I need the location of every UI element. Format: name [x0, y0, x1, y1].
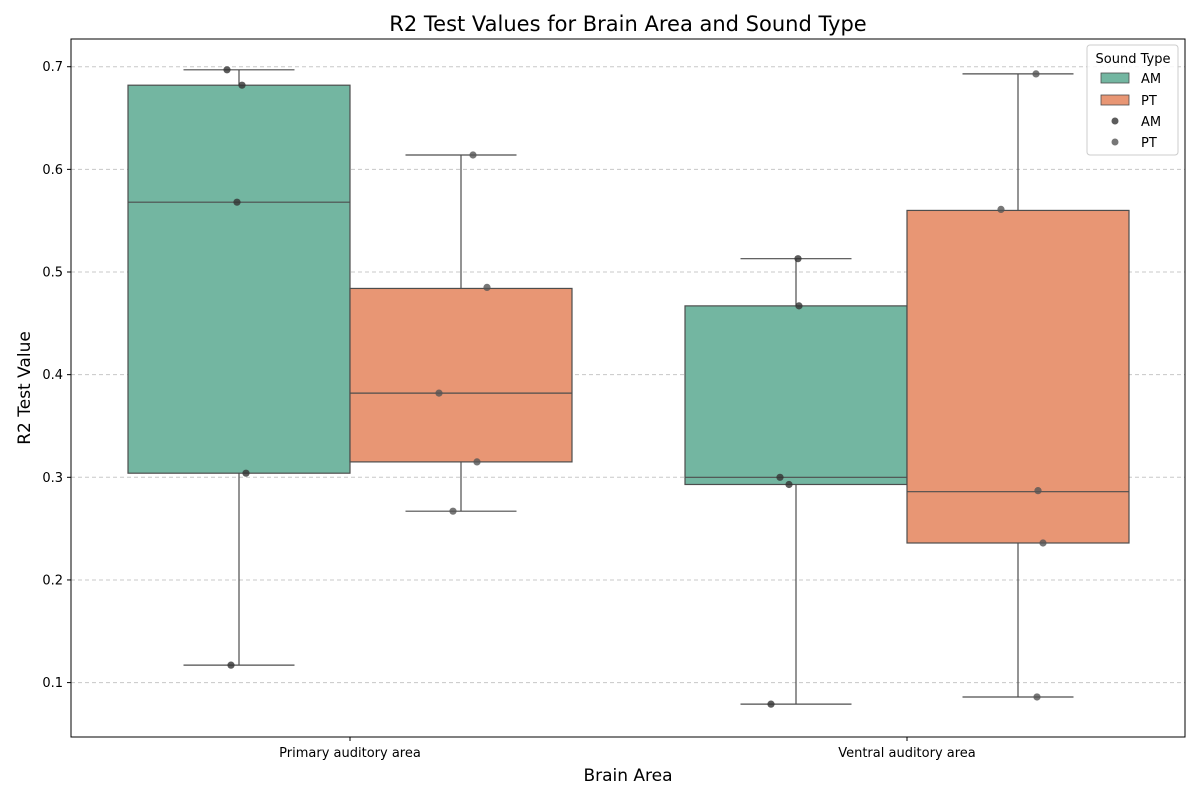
- boxes: [127, 69, 1130, 705]
- data-point-pt: [1034, 487, 1042, 495]
- data-point-am: [242, 469, 250, 477]
- data-point-am: [223, 66, 231, 74]
- plot-frame: [70, 38, 1186, 738]
- legend-label-am: AM: [1141, 72, 1161, 87]
- data-point-am: [795, 302, 803, 310]
- data-point-pt: [1039, 539, 1047, 547]
- box-body: [684, 305, 908, 486]
- legend-swatch-pt: [1100, 94, 1130, 106]
- data-point-am: [794, 255, 802, 263]
- data-points: [223, 66, 1047, 708]
- box-am-2: [684, 258, 908, 705]
- data-point-pt: [435, 389, 443, 397]
- y-tick-label: 0.2: [42, 573, 63, 588]
- y-tick-label: 0.5: [42, 266, 63, 281]
- box-body: [127, 84, 351, 474]
- y-tick-label: 0.3: [42, 471, 63, 486]
- y-axis-label: R2 Test Value: [15, 331, 35, 445]
- data-point-am: [233, 198, 241, 206]
- x-tick-label: Ventral auditory area: [838, 746, 976, 761]
- legend-frame: [1086, 44, 1179, 156]
- y-tick-label: 0.6: [42, 163, 63, 178]
- legend-marker-pt: [1111, 138, 1119, 146]
- data-point-pt: [997, 205, 1005, 213]
- legend: Sound Type AM PT AM PT: [1086, 44, 1179, 156]
- y-tick-label: 0.7: [42, 60, 63, 75]
- y-tick-label: 0.4: [42, 368, 63, 383]
- x-axis-label: Brain Area: [583, 766, 672, 786]
- box-pt-2: [906, 73, 1130, 698]
- box-pt-1: [349, 154, 573, 512]
- x-axis-ticks: Primary auditory area Ventral auditory ar…: [279, 737, 976, 761]
- legend-label-pt: PT: [1141, 94, 1157, 109]
- box-am-1: [127, 69, 351, 666]
- data-point-pt: [1033, 693, 1041, 701]
- chart-title: R2 Test Values for Brain Area and Sound …: [389, 12, 866, 36]
- legend-label-am-points: AM: [1141, 115, 1161, 130]
- data-point-am: [785, 480, 793, 489]
- y-axis-ticks: 0.1 0.2 0.3 0.4 0.5 0.6 0.7: [42, 60, 71, 691]
- legend-marker-am: [1111, 117, 1119, 125]
- y-tick-label: 0.1: [42, 676, 63, 691]
- data-point-pt: [469, 151, 477, 159]
- legend-title: Sound Type: [1096, 52, 1171, 67]
- x-tick-label: Primary auditory area: [279, 746, 421, 761]
- data-point-am: [776, 473, 784, 481]
- legend-swatch-am: [1100, 72, 1130, 84]
- data-point-pt: [483, 283, 491, 292]
- data-point-am: [238, 81, 246, 89]
- data-point-am: [227, 661, 235, 669]
- data-point-am: [767, 700, 775, 708]
- box-body: [906, 209, 1130, 544]
- box-body: [349, 287, 573, 463]
- data-point-pt: [449, 507, 457, 515]
- data-point-pt: [473, 458, 481, 466]
- data-point-pt: [1032, 70, 1040, 78]
- legend-label-pt-points: PT: [1141, 136, 1157, 151]
